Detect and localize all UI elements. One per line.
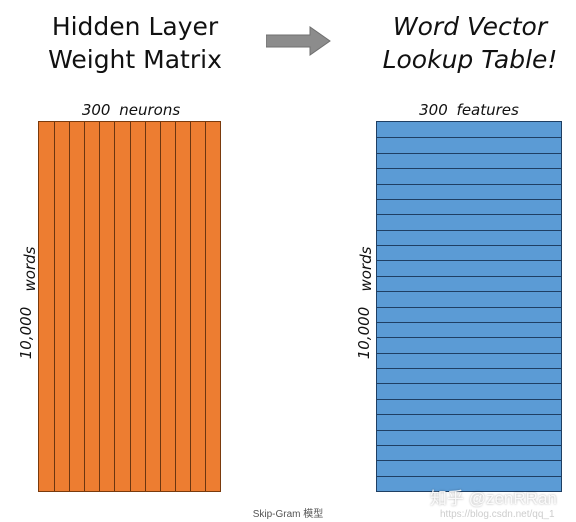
matrix-column-divider [84, 122, 85, 491]
matrix-column-divider [190, 122, 191, 491]
neurons-label: 300 neurons [81, 101, 181, 119]
table-row-divider [377, 476, 561, 477]
table-row-divider [377, 399, 561, 400]
weight-matrix [38, 121, 221, 492]
matrix-column-divider [130, 122, 131, 491]
zhihu-watermark: 知乎 @zenRRan [430, 489, 557, 508]
matrix-column-divider [69, 122, 70, 491]
hidden-layer-title: Hidden Layer Weight Matrix [30, 10, 240, 76]
table-row-divider [377, 460, 561, 461]
table-row-divider [377, 430, 561, 431]
table-row-divider [377, 414, 561, 415]
word-vector-title: Word Vector Lookup Table! [370, 10, 570, 76]
table-row-divider [377, 137, 561, 138]
word-vector-title-line2: Lookup Table! [382, 45, 558, 74]
table-row-divider [377, 307, 561, 308]
table-row-divider [377, 184, 561, 185]
table-row-divider [377, 153, 561, 154]
url-watermark: https://blog.csdn.net/qq_1 [440, 509, 555, 520]
left-words-label: words [21, 246, 39, 292]
word-vector-title-line1: Word Vector [392, 12, 548, 41]
table-row-divider [377, 353, 561, 354]
table-row-divider [377, 214, 561, 215]
features-label: 300 features [419, 101, 519, 119]
matrix-column-divider [114, 122, 115, 491]
table-row-divider [377, 368, 561, 369]
table-row-divider [377, 322, 561, 323]
table-row-divider [377, 260, 561, 261]
lookup-table [376, 121, 562, 492]
matrix-column-divider [145, 122, 146, 491]
table-row-divider [377, 337, 561, 338]
table-row-divider [377, 383, 561, 384]
figure-caption: Skip-Gram 模型 [252, 509, 324, 520]
left-count-label: 10,000 [17, 306, 35, 360]
right-arrow-icon [266, 26, 331, 56]
right-count-label: 10,000 [355, 306, 373, 360]
table-row-divider [377, 245, 561, 246]
right-words-label: words [357, 246, 375, 292]
matrix-column-divider [54, 122, 55, 491]
table-row-divider [377, 291, 561, 292]
hidden-layer-title-line1: Hidden Layer [51, 12, 219, 41]
matrix-column-divider [205, 122, 206, 491]
matrix-column-divider [160, 122, 161, 491]
table-row-divider [377, 230, 561, 231]
table-row-divider [377, 445, 561, 446]
table-row-divider [377, 199, 561, 200]
matrix-column-divider [99, 122, 100, 491]
hidden-layer-title-line2: Weight Matrix [48, 45, 222, 74]
table-row-divider [377, 168, 561, 169]
matrix-column-divider [175, 122, 176, 491]
table-row-divider [377, 276, 561, 277]
